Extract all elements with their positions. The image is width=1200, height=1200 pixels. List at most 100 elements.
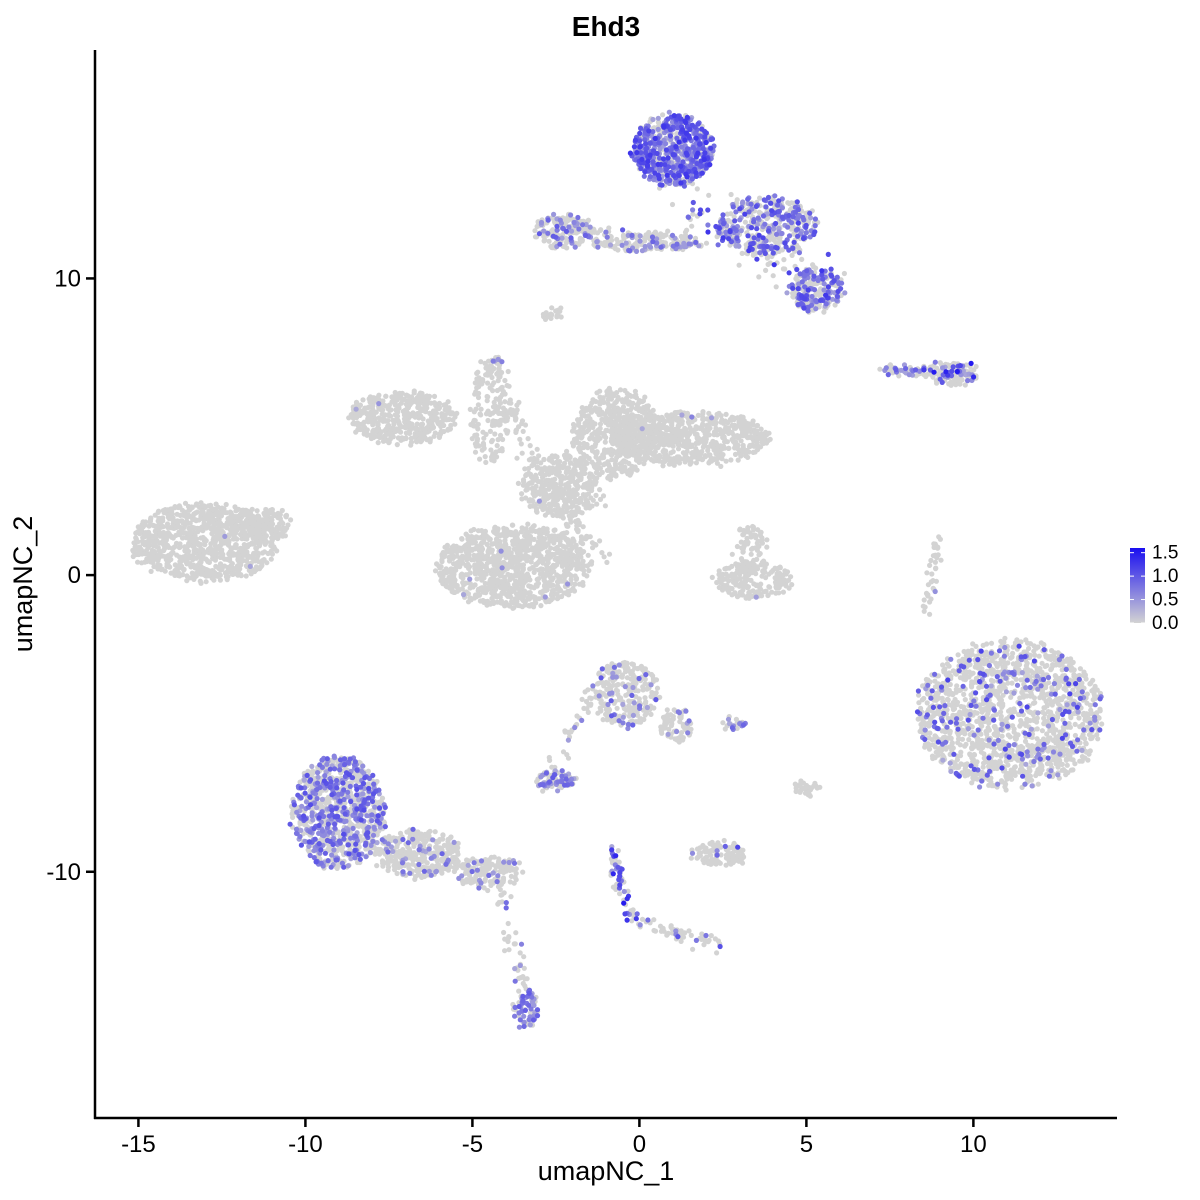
- cell-point: [181, 530, 187, 536]
- cell-point: [173, 540, 180, 546]
- cell-point: [471, 409, 477, 415]
- cell-point: [275, 534, 281, 540]
- cell-point: [533, 528, 539, 535]
- cell-point: [599, 469, 605, 475]
- cell-point: [632, 464, 638, 470]
- cell-point: [361, 419, 367, 425]
- cell-point: [670, 449, 676, 455]
- cell-point: [390, 417, 396, 423]
- cell-point: [723, 411, 729, 417]
- cell-point: [438, 423, 444, 430]
- cell-point: [377, 430, 383, 436]
- cell-point: [250, 555, 256, 562]
- cell-point: [492, 431, 498, 437]
- cell-point: [737, 424, 744, 430]
- cell-point: [546, 549, 552, 555]
- cell-point: [203, 556, 209, 562]
- cell-point: [418, 435, 424, 441]
- cell-point: [379, 411, 385, 417]
- cell-point: [617, 428, 623, 435]
- cell-point: [589, 400, 595, 406]
- cell-point: [728, 457, 734, 463]
- cell-point: [274, 548, 280, 554]
- cell-point: [258, 559, 265, 566]
- cell-point: [538, 546, 544, 552]
- cell-point: [169, 508, 175, 514]
- cell-point: [606, 404, 612, 411]
- cell-point: [564, 562, 570, 568]
- cell-point: [685, 440, 691, 446]
- cell-point: [606, 416, 612, 422]
- cell-point: [773, 584, 779, 590]
- cell-point: [427, 439, 433, 445]
- cell-point: [746, 595, 752, 601]
- cell-point: [672, 433, 679, 439]
- cell-point: [560, 543, 567, 550]
- cell-point: [227, 550, 233, 556]
- cell-point: [193, 510, 199, 516]
- cell-point: [526, 529, 532, 535]
- cell-point: [713, 451, 719, 457]
- cell-point: [626, 453, 632, 459]
- cell-point: [554, 591, 560, 597]
- cell-point: [761, 569, 767, 576]
- cell-point: [210, 575, 216, 581]
- cell-point: [171, 505, 178, 511]
- cell-point: [544, 564, 551, 571]
- cell-point: [763, 575, 769, 581]
- cell-point: [427, 419, 433, 425]
- cell-point: [759, 593, 765, 599]
- cell-point: [595, 437, 601, 444]
- cell-point: [375, 440, 381, 446]
- cell-point: [475, 562, 481, 568]
- cell-point: [482, 532, 489, 538]
- cell-point: [135, 539, 141, 545]
- cell-point: [475, 426, 481, 432]
- cell-point: [636, 454, 642, 460]
- cell-point: [673, 410, 680, 416]
- cell-point: [561, 460, 568, 466]
- cell-point: [530, 524, 536, 530]
- cell-point: [371, 434, 377, 441]
- cell-point: [582, 442, 588, 448]
- cell-point: [512, 573, 518, 579]
- cell-point: [182, 500, 189, 506]
- cell-point: [205, 573, 211, 579]
- cell-point: [233, 535, 239, 542]
- cell-point: [602, 439, 608, 445]
- cell-point: [551, 454, 557, 460]
- cell-point: [700, 444, 707, 450]
- cell-point: [481, 445, 487, 451]
- cell-point: [748, 577, 754, 584]
- cell-point: [519, 604, 526, 610]
- cell-point: [615, 442, 621, 448]
- cell-point: [200, 547, 206, 553]
- cell-point: [760, 440, 767, 446]
- cell-point: [662, 458, 668, 464]
- cell-point: [729, 592, 735, 598]
- cell-point: [563, 572, 569, 578]
- cell-point: [756, 552, 762, 558]
- cell-point: [752, 430, 758, 436]
- cell-point: [645, 440, 651, 446]
- cell-point: [452, 421, 458, 427]
- cell-point: [533, 506, 540, 512]
- cell-point: [576, 445, 582, 451]
- cell-point: [663, 436, 669, 442]
- cell-point: [392, 389, 398, 396]
- cell-point: [718, 579, 724, 586]
- cell-point: [164, 554, 171, 560]
- cell-point: [151, 564, 157, 570]
- cell-point: [214, 536, 220, 542]
- cell-point: [269, 543, 275, 549]
- cell-point: [739, 564, 746, 570]
- cell-point: [636, 407, 642, 414]
- cell-point: [421, 398, 427, 404]
- cell-point: [505, 571, 511, 578]
- cell-point: [242, 530, 248, 536]
- cell-point: [775, 240, 781, 246]
- cell-point: [738, 414, 744, 420]
- cell-point: [437, 570, 443, 577]
- cell-point: [519, 585, 525, 591]
- cell-point: [733, 582, 739, 588]
